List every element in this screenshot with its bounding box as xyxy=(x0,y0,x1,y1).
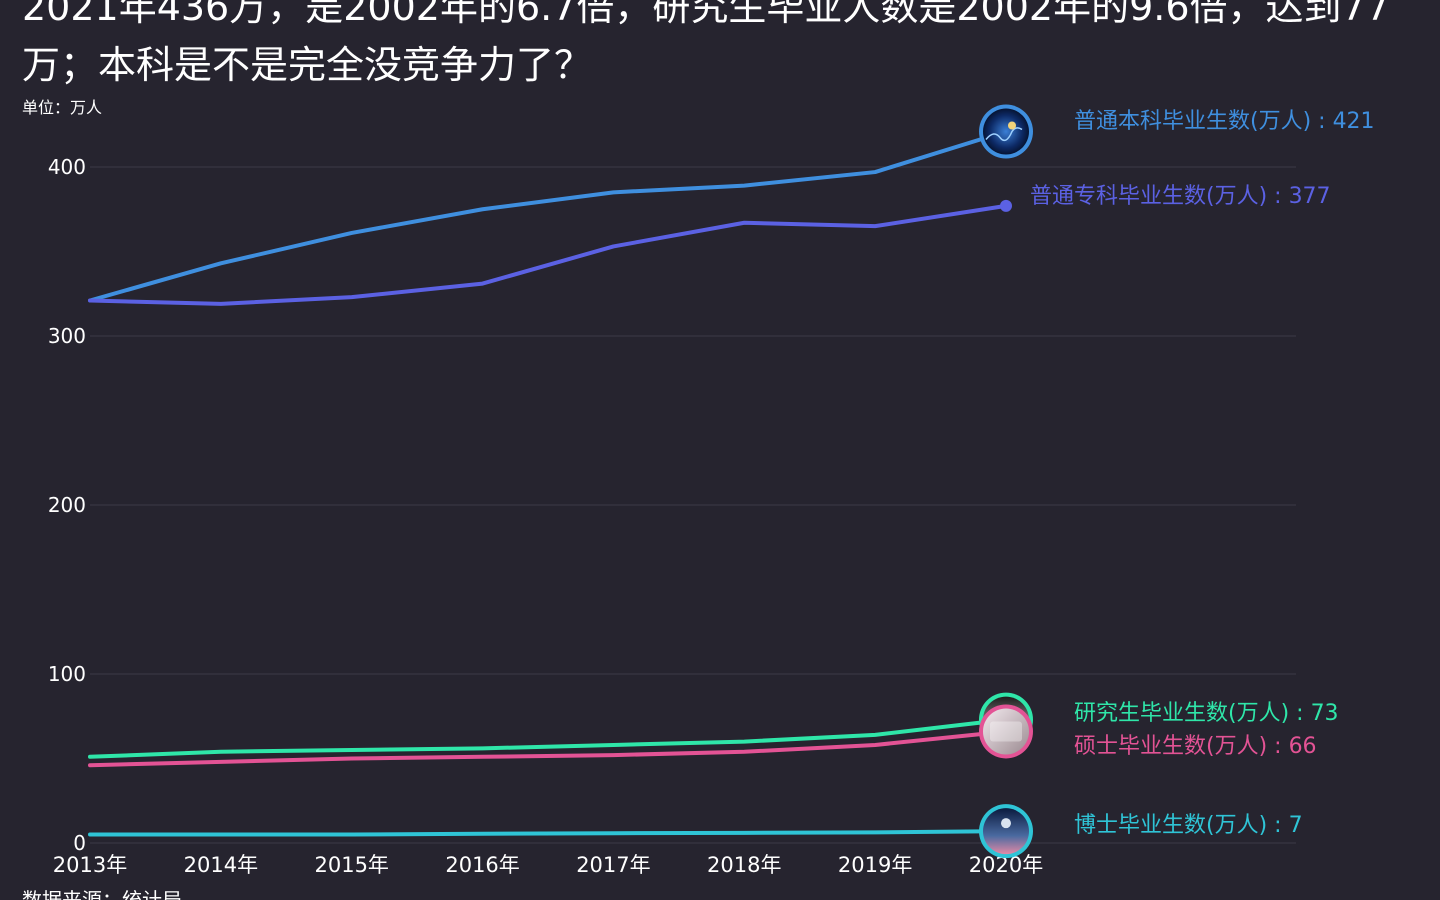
x-tick-label: 2017年 xyxy=(576,853,650,877)
unit-label: 单位：万人 xyxy=(22,98,103,117)
series-end-labels: 普通本科毕业生数(万人) : 421 普通专科毕业生数(万人) : 377 研究生毕… xyxy=(1030,109,1375,838)
series-lines xyxy=(88,129,1008,837)
series-end-label-0: 普通本科毕业生数(万人) : 421 xyxy=(1074,109,1375,134)
data-source: 数据来源：统计局 xyxy=(22,888,182,900)
x-tick-label: 2014年 xyxy=(184,853,258,877)
x-tick-label: 2018年 xyxy=(707,853,781,877)
series-end-label-4: 博士毕业生数(万人) : 7 xyxy=(1074,813,1303,838)
y-axis-ticks: 0 100 200 300 400 xyxy=(48,155,86,855)
y-tick-label: 200 xyxy=(48,493,86,517)
y-tick-label: 100 xyxy=(48,662,86,686)
x-axis-ticks: 2013年 2014年 2015年 2016年 2017年 2018年 2019年 2020年 xyxy=(53,853,1043,877)
x-tick-label: 2015年 xyxy=(314,853,388,877)
series-end-avatar-0 xyxy=(979,104,1033,159)
series-end-label-3: 硕士毕业生数(万人) : 66 xyxy=(1074,734,1317,759)
series-end-avatar-4 xyxy=(979,804,1033,859)
series-line-2 xyxy=(88,717,1008,759)
x-tick-label: 2013年 xyxy=(53,853,127,877)
series-end-label-1: 普通专科毕业生数(万人) : 377 xyxy=(1030,184,1331,209)
x-tick-label: 2016年 xyxy=(445,853,519,877)
y-tick-label: 400 xyxy=(48,155,86,179)
y-tick-label: 300 xyxy=(48,324,86,348)
grid-lines xyxy=(90,166,1296,844)
series-line-0 xyxy=(88,129,1008,303)
series-markers xyxy=(979,104,1033,859)
series-end-label-2: 研究生毕业生数(万人) : 73 xyxy=(1074,701,1339,726)
series-end-avatar-3 xyxy=(979,704,1033,759)
series-line-1 xyxy=(88,203,1008,306)
chart-title: 2021年436万，是2002年的6.7倍，研究生毕业人数是2002年的9.6倍… xyxy=(22,0,1390,87)
series-line-3 xyxy=(88,729,1008,768)
x-tick-label: 2019年 xyxy=(838,853,912,877)
series-end-dot-1 xyxy=(1000,199,1012,212)
y-tick-label: 0 xyxy=(73,831,86,855)
series-line-4 xyxy=(88,829,1008,837)
